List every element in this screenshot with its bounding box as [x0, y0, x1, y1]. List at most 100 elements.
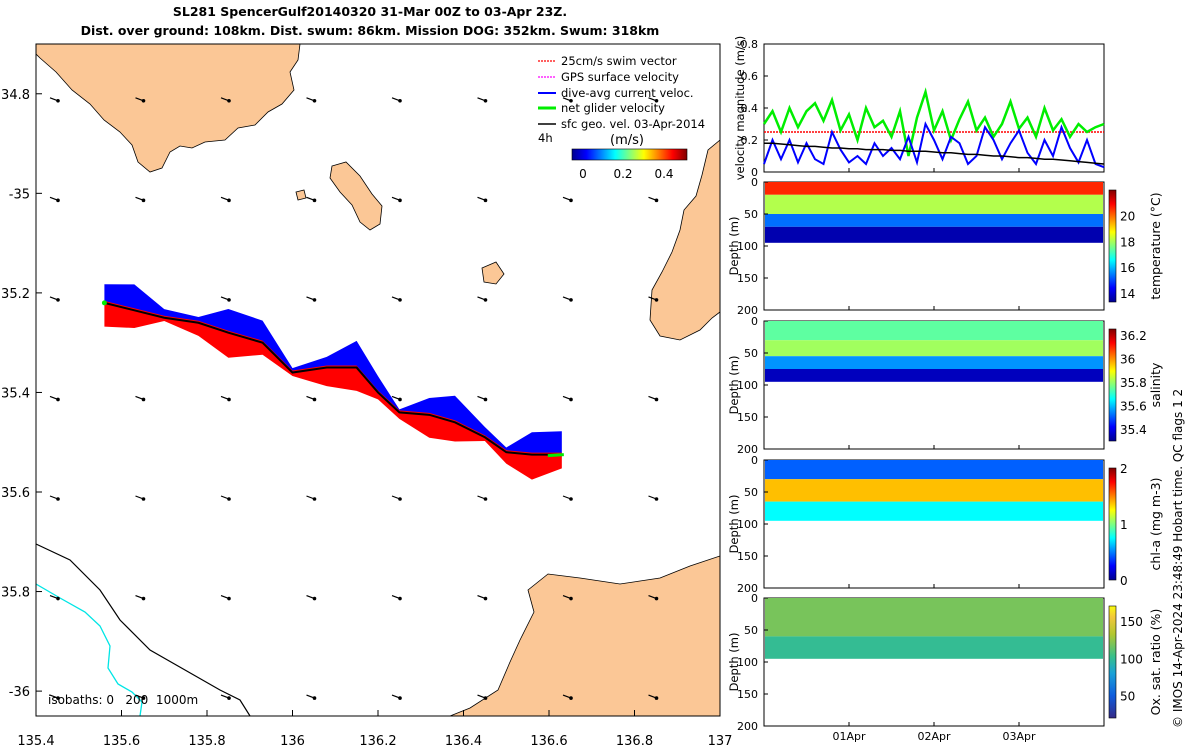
glider-track: [104, 301, 562, 456]
geo-vector-head: [227, 596, 231, 601]
geo-vector-head: [398, 696, 402, 700]
section-layer: [765, 226, 1103, 243]
geo-vector-head: [654, 497, 659, 501]
section-tick-label: 0: [751, 454, 758, 467]
geo-vector-head: [740, 298, 744, 302]
colorbar-tick-label: 36.2: [1120, 329, 1147, 343]
geo-vector-head: [227, 198, 231, 203]
section-layer: [765, 321, 1103, 341]
geo-vector-head: [483, 397, 488, 402]
section-tick-label: 0: [751, 176, 758, 189]
colorbar-tick-label: 50: [1120, 690, 1135, 704]
geo-vector-head: [483, 596, 488, 601]
section-tick-label: 200: [737, 443, 758, 456]
geo-vector-head: [569, 298, 573, 302]
section-layer: [765, 356, 1103, 369]
geo-vector-head: [740, 597, 744, 601]
section-tick-label: 100: [737, 518, 758, 531]
geo-vector-head: [398, 596, 402, 601]
map-y-tick-label: 34.8: [1, 88, 30, 103]
section-tick-label: 100: [737, 656, 758, 669]
section-tick-label: 100: [737, 240, 758, 253]
colorbar-unit-label: (m/s): [610, 133, 644, 148]
section-ylabel: Depth (m): [727, 633, 741, 692]
section-tick-label: 150: [737, 688, 758, 701]
map-x-tick-label: 136.6: [530, 734, 567, 749]
colorbar-tick-label: 35.4: [1120, 423, 1147, 437]
geo-vector: [734, 297, 742, 300]
colorbar-tick-label: 14: [1120, 287, 1135, 301]
velocity-series-net: [762, 87, 1105, 157]
colorbar-tick-label: 18: [1120, 235, 1135, 249]
section-layer: [765, 479, 1103, 502]
isobath-200: [36, 543, 251, 716]
land-island-small-2: [295, 189, 307, 201]
velocity-tick-label: 0.6: [741, 70, 759, 83]
geo-vector-head: [483, 98, 488, 103]
speed-colorbar: [571, 148, 688, 161]
geo-vector-head: [141, 397, 146, 402]
geo-vector-head: [312, 198, 317, 203]
map-x-tick-label: 135.4: [17, 734, 54, 749]
velocity-tick-label: 0: [751, 166, 758, 179]
salinity-section: 0 50 100 150 200 Depth (m) 35.4 35.6 35.8 36 36.2 s…: [727, 315, 1163, 456]
map-y-tick-label: 35.8: [1, 586, 30, 601]
time-axis: 01Apr 02Apr 03Apr: [832, 168, 1036, 743]
geo-vector-head: [398, 198, 402, 203]
land-kangaroo-island: [449, 555, 720, 716]
velocity-tick-label: 0.8: [741, 38, 759, 51]
geo-vector-head: [56, 198, 60, 203]
colorbar-tick-label: 36: [1120, 352, 1135, 366]
velocity-ylabel: velocity magnitude (m/s): [733, 36, 747, 181]
legend-gps-label: GPS surface velocity: [561, 70, 679, 84]
land-eyre-peninsula: [36, 44, 301, 173]
colorbar-label: chl-a (mg m-3): [1148, 478, 1163, 571]
section-layer: [765, 598, 1103, 637]
geo-vector-head: [227, 696, 231, 700]
section-ylabel: Depth (m): [727, 495, 741, 554]
colorbar-tick-label: 20: [1120, 210, 1135, 224]
section-ylabel: Depth (m): [727, 356, 741, 415]
time-tick-label: 03Apr: [1002, 730, 1036, 743]
section-layer: [765, 636, 1103, 659]
geo-vector-head: [398, 497, 402, 501]
time-tick-label: 02Apr: [917, 730, 951, 743]
geo-vector: [734, 596, 742, 599]
geo-vector-head: [483, 198, 488, 203]
geo-vector-head: [654, 596, 659, 601]
colorbar-tick-1: 0.2: [613, 167, 632, 181]
geo-vector-head: [141, 696, 146, 700]
map-x-tick-label: 135.8: [188, 734, 225, 749]
section-tick-label: 200: [737, 720, 758, 733]
section-tick-label: 200: [737, 304, 758, 317]
section-layer: [765, 194, 1103, 214]
geo-vector-head: [227, 298, 231, 302]
section-tick-label: 0: [751, 315, 758, 328]
chla-section: 0 50 100 150 200 Depth (m) 0 1 2 chl-a (mg m-3): [727, 454, 1163, 595]
geo-vector-head: [56, 298, 60, 302]
track-end-marker: [547, 453, 564, 458]
geo-vector-head: [569, 397, 573, 402]
map-x-tick-label: 135.6: [103, 734, 140, 749]
imos-credit: © IMOS 14-Apr-2024 23:48:49 Hobart time.…: [1171, 388, 1185, 728]
time-tick-label: 01Apr: [832, 730, 866, 743]
geo-vector-head: [56, 696, 60, 700]
geo-vector-head: [141, 596, 146, 601]
geo-vector-head: [569, 198, 573, 203]
land-island-thistle: [329, 161, 383, 231]
colorbar-tick-label: 16: [1120, 261, 1135, 275]
geo-vector-head: [569, 696, 573, 700]
geo-vector-head: [312, 397, 317, 402]
geo-vector-head: [483, 298, 488, 302]
geo-vector-head: [654, 696, 659, 700]
section-colorbar: [1108, 467, 1117, 581]
map-y-tick-label: -36: [9, 685, 30, 700]
geo-vector-head: [569, 497, 573, 501]
velocity-tick-label: 0.2: [741, 134, 759, 147]
velocity-series-current: [763, 121, 1105, 169]
legend-time-label: 4h: [538, 131, 553, 145]
geo-vector-head: [398, 98, 402, 103]
